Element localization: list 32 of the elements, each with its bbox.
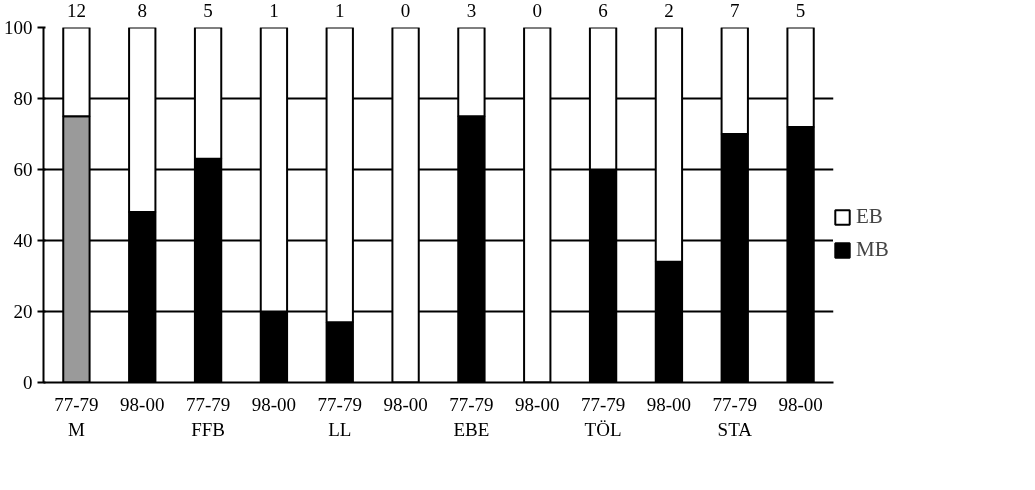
x-tick-label: 98-00	[120, 393, 165, 415]
text: 7	[730, 0, 740, 21]
x-tick-label: 98-00	[251, 393, 297, 415]
x-tick-label: 98-00	[778, 393, 823, 415]
legend-label: MB	[856, 237, 889, 262]
text: 0	[532, 0, 542, 21]
x-tick-label: 77-79 M	[54, 393, 99, 440]
x-tick-label: 77-79 LL	[317, 393, 362, 440]
text: 1	[335, 0, 345, 21]
text: 3	[466, 0, 477, 21]
y-tick-label: 0	[23, 372, 33, 393]
x-tick-label: 98-00	[646, 393, 692, 415]
x-tick-label: 98-00	[383, 393, 428, 415]
y-tick-label: 100	[4, 17, 33, 38]
x-tick-label: 77-79 TÖL	[580, 393, 626, 440]
y-tick-label: 60	[13, 159, 33, 180]
y-tick-label: 80	[13, 88, 33, 109]
text: 8	[137, 0, 147, 21]
text: 12	[66, 0, 86, 21]
y-tick-label: 40	[13, 230, 33, 251]
text: 6	[598, 0, 608, 21]
text: 0	[400, 0, 411, 21]
x-tick-label: 77-79 EBE	[449, 393, 494, 440]
text: 5	[203, 0, 213, 21]
x-tick-label: 98-00	[515, 393, 560, 415]
legend-label: EB	[856, 204, 883, 229]
x-tick-label: 77-79 STA	[712, 393, 757, 440]
text: 2	[664, 0, 674, 21]
y-tick-label: 20	[13, 301, 33, 322]
text: 5	[795, 0, 806, 21]
text: 1	[269, 0, 279, 21]
x-tick-label: 77-79 FFB	[185, 393, 231, 440]
